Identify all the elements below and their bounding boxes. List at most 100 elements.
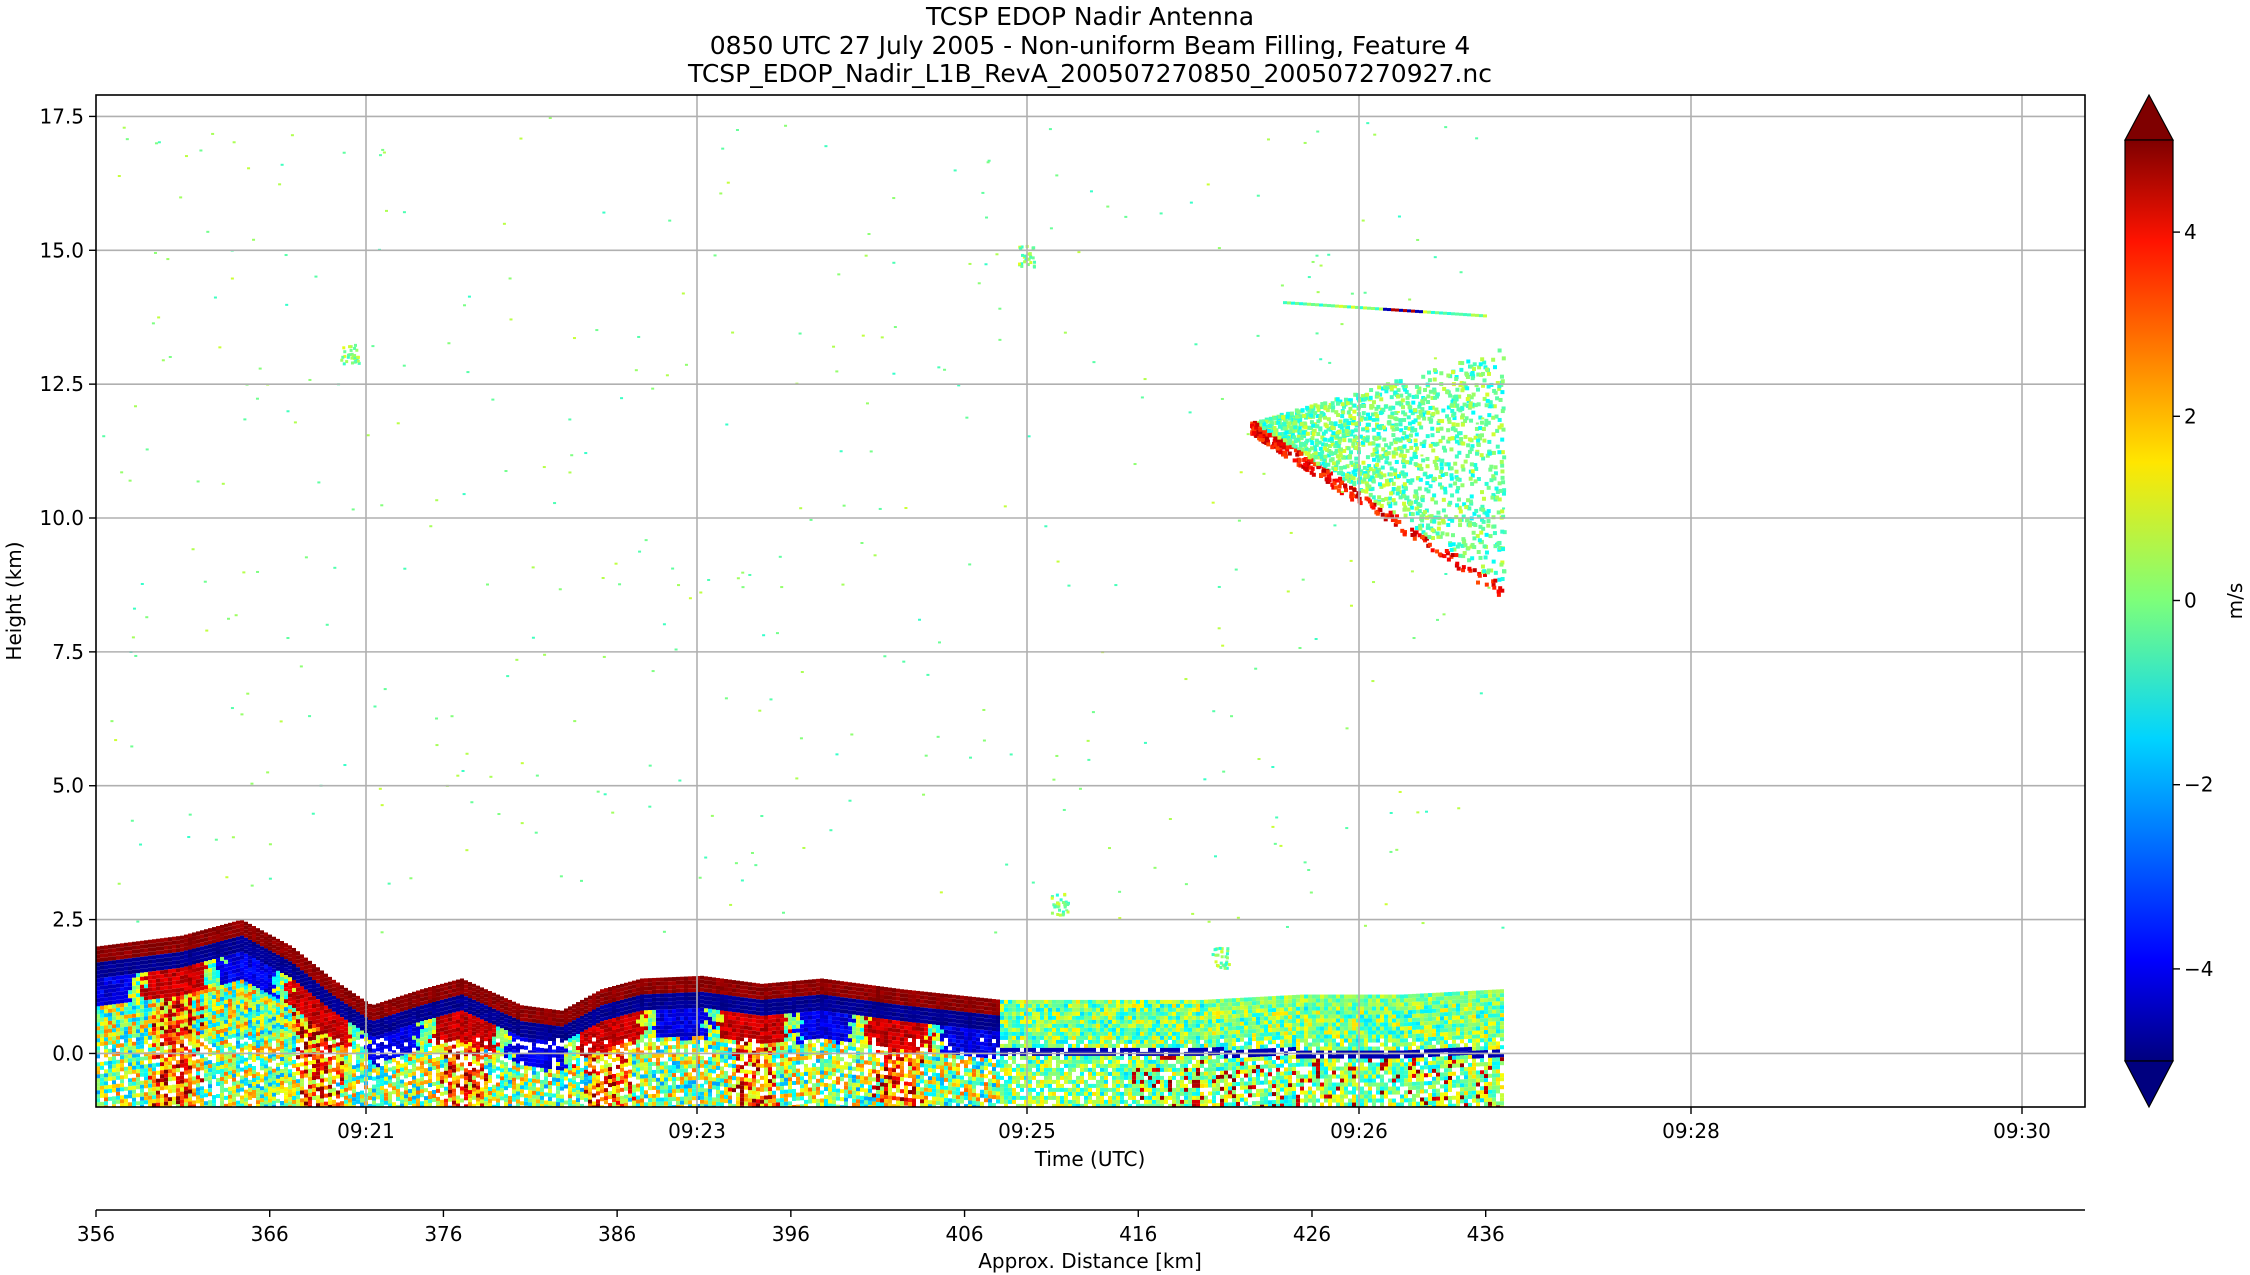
velocity-cell xyxy=(724,979,728,984)
velocity-cell xyxy=(212,1063,216,1068)
velocity-cell xyxy=(96,1098,100,1103)
velocity-cell xyxy=(168,997,172,1002)
velocity-cell xyxy=(512,1057,516,1062)
velocity-cell xyxy=(112,960,116,965)
velocity-cell xyxy=(112,1068,116,1073)
velocity-cell xyxy=(372,1008,376,1013)
velocity-cell xyxy=(428,1031,432,1036)
velocity-cell xyxy=(724,1023,728,1028)
velocity-cell xyxy=(528,1058,532,1063)
velocity-cell xyxy=(256,940,260,945)
velocity-cell xyxy=(652,1017,656,1022)
velocity-cell xyxy=(716,981,720,986)
velocity-cell xyxy=(456,1075,460,1080)
velocity-cell xyxy=(148,943,152,948)
velocity-cell xyxy=(648,1058,652,1063)
velocity-cell xyxy=(568,1026,572,1031)
velocity-cell xyxy=(352,1073,356,1078)
velocity-cell xyxy=(140,1000,144,1005)
velocity-cell xyxy=(328,1096,332,1101)
velocity-cell xyxy=(400,1071,404,1076)
velocity-cell xyxy=(440,1007,444,1012)
velocity-cell xyxy=(608,1067,612,1072)
velocity-cell xyxy=(556,1102,560,1107)
velocity-cell xyxy=(212,967,216,972)
velocity-cell xyxy=(136,1065,140,1070)
velocity-cell xyxy=(292,1103,296,1107)
velocity-cell xyxy=(232,1089,236,1094)
velocity-cell xyxy=(164,1017,168,1022)
velocity-cell xyxy=(500,1080,504,1085)
velocity-cell xyxy=(112,992,116,997)
velocity-cell xyxy=(296,1063,300,1068)
velocity-cell xyxy=(260,1066,264,1071)
velocity-cell xyxy=(464,1024,468,1029)
velocity-cell xyxy=(208,1072,212,1077)
velocity-cell xyxy=(412,1071,416,1076)
velocity-cell xyxy=(168,1005,172,1010)
velocity-cell xyxy=(152,991,156,996)
velocity-cell xyxy=(376,1091,380,1096)
velocity-cell xyxy=(424,1048,428,1053)
velocity-cell xyxy=(136,1081,140,1086)
velocity-cell xyxy=(604,1080,608,1085)
velocity-cell xyxy=(320,1066,324,1071)
velocity-cell xyxy=(112,968,116,973)
velocity-cell xyxy=(620,1003,624,1008)
velocity-cell xyxy=(148,971,152,976)
velocity-cell xyxy=(612,1089,616,1094)
velocity-cell xyxy=(684,1044,688,1049)
velocity-cell xyxy=(496,1046,500,1051)
velocity-cell xyxy=(96,1050,100,1055)
velocity-cell xyxy=(404,1094,408,1099)
velocity-cell xyxy=(124,942,128,947)
velocity-cell xyxy=(256,936,260,941)
velocity-cell xyxy=(312,1020,316,1025)
velocity-cell xyxy=(300,1014,304,1019)
velocity-cell xyxy=(696,1095,700,1100)
velocity-cell xyxy=(604,1036,608,1041)
velocity-cell xyxy=(648,1054,652,1059)
velocity-cell xyxy=(328,1068,332,1073)
velocity-cell xyxy=(524,1017,528,1022)
velocity-cell xyxy=(668,1069,672,1074)
velocity-cell xyxy=(436,1000,440,1005)
velocity-cell xyxy=(304,989,308,994)
velocity-cell xyxy=(216,1014,220,1019)
velocity-cell xyxy=(688,1036,692,1041)
velocity-cell xyxy=(724,1031,728,1036)
velocity-cell xyxy=(564,1084,568,1089)
velocity-cell xyxy=(660,1033,664,1038)
velocity-cell xyxy=(568,1022,572,1027)
velocity-cell xyxy=(620,987,624,992)
velocity-cell xyxy=(528,1018,532,1023)
velocity-cell xyxy=(444,1030,448,1035)
velocity-cell xyxy=(112,996,116,1001)
velocity-cell xyxy=(112,972,116,977)
velocity-cell xyxy=(152,1027,156,1032)
velocity-cell xyxy=(268,994,272,999)
velocity-cell xyxy=(136,1077,140,1082)
velocity-cell xyxy=(468,1070,472,1075)
velocity-cell xyxy=(304,1073,308,1078)
velocity-cell xyxy=(576,1054,580,1059)
velocity-cell xyxy=(584,1017,588,1022)
velocity-cell xyxy=(424,1012,428,1017)
velocity-cell xyxy=(672,1005,676,1010)
velocity-cell xyxy=(116,979,120,984)
velocity-cell xyxy=(688,1020,692,1025)
velocity-cell xyxy=(652,977,656,982)
velocity-cell xyxy=(512,1049,516,1054)
velocity-cell xyxy=(648,1078,652,1083)
velocity-cell xyxy=(260,998,264,1003)
velocity-cell xyxy=(440,1015,444,1020)
velocity-cell xyxy=(192,1024,196,1029)
velocity-cell xyxy=(532,1086,536,1091)
velocity-cell xyxy=(664,981,668,986)
velocity-cell xyxy=(472,1079,476,1084)
velocity-cell xyxy=(492,1020,496,1025)
velocity-cell xyxy=(652,1093,656,1098)
velocity-cell xyxy=(376,1087,380,1092)
velocity-cell xyxy=(96,958,100,963)
